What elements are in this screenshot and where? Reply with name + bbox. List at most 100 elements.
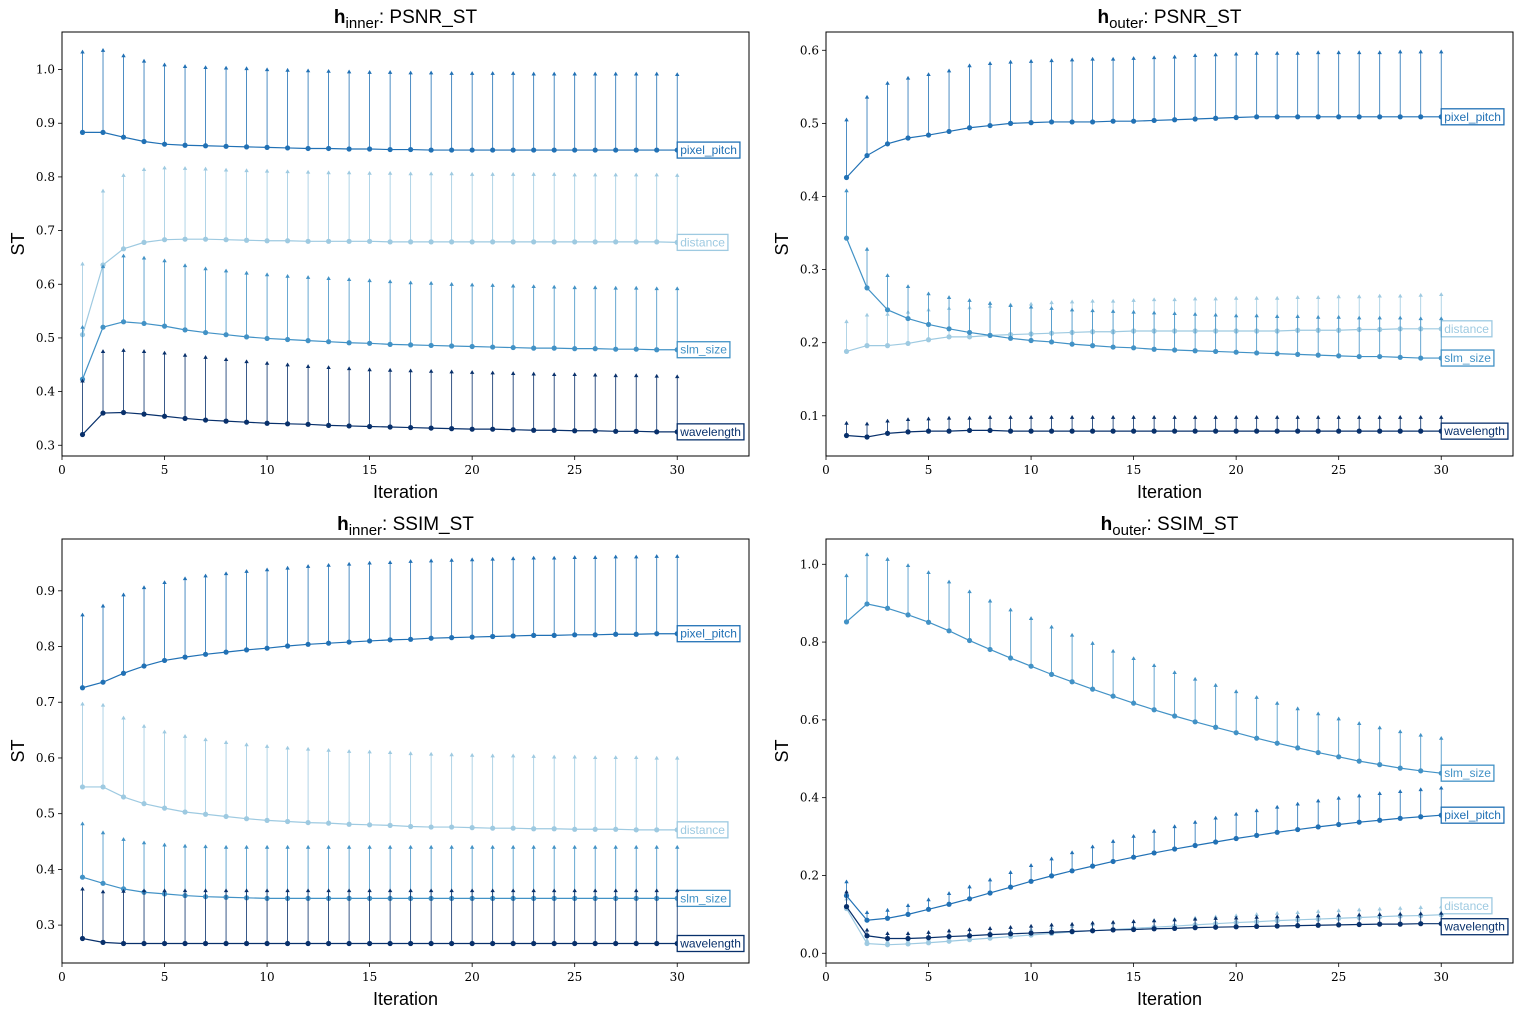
error-cap-marker [428, 844, 434, 849]
error-cap-marker [428, 888, 434, 893]
panel-title: hinner: PSNR_ST [334, 7, 478, 32]
error-cap-marker [469, 888, 475, 893]
x-tick-label: 25 [1331, 970, 1346, 984]
end-label-box [1440, 108, 1505, 126]
data-point [305, 819, 311, 826]
error-cap-marker [162, 580, 167, 585]
error-cap-marker [1151, 663, 1157, 668]
error-cap-marker [1233, 915, 1239, 920]
error-cap-marker [244, 569, 249, 573]
data-point [1377, 114, 1383, 120]
data-point [1274, 829, 1280, 835]
data-point [1007, 335, 1014, 341]
error-cap-marker [675, 844, 680, 849]
y-tick-label: 0.4 [800, 791, 819, 805]
error-cap-marker [844, 319, 849, 324]
data-point [1089, 428, 1096, 434]
data-point [120, 886, 127, 892]
error-cap-marker [926, 570, 931, 575]
error-cap-marker [346, 749, 352, 753]
error-cap-marker [510, 172, 516, 176]
data-point [510, 344, 516, 351]
data-point [1233, 835, 1239, 842]
error-cap-marker [1254, 51, 1259, 55]
error-cap-marker [1356, 294, 1362, 299]
error-cap-marker [1110, 415, 1116, 419]
data-point [428, 239, 434, 245]
data-point [120, 246, 127, 252]
error-cap-marker [1069, 921, 1075, 926]
error-cap-marker [634, 373, 639, 378]
data-point [633, 346, 639, 352]
error-cap-marker [490, 844, 495, 849]
y-tick-label: 0.4 [800, 189, 819, 203]
data-point [946, 938, 952, 944]
data-point [1295, 114, 1301, 120]
error-cap-marker [1439, 911, 1444, 915]
plot-frame [61, 31, 750, 457]
error-cap-marker [551, 372, 557, 377]
data-point [1110, 693, 1116, 699]
data-point [531, 239, 537, 245]
data-point [1274, 740, 1280, 746]
error-cap-marker [80, 49, 85, 54]
data-point [987, 890, 993, 896]
data-point [243, 334, 250, 340]
x-axis-label: Iteration [373, 989, 438, 1009]
error-cap-marker [264, 272, 270, 277]
error-cap-marker [449, 752, 454, 757]
data-point [202, 143, 209, 149]
data-point [1192, 348, 1198, 354]
series-distance: distance [79, 165, 729, 338]
error-cap-marker [551, 888, 557, 893]
data-point [843, 432, 850, 439]
data-point [284, 336, 291, 343]
error-cap-marker [326, 68, 331, 73]
error-cap-marker [203, 737, 208, 742]
error-cap-marker [1069, 57, 1075, 62]
error-cap-marker [80, 612, 85, 617]
end-label-text: wavelength [1443, 424, 1505, 438]
data-point [141, 940, 147, 947]
error-cap-marker [121, 592, 126, 597]
data-point [1315, 749, 1321, 756]
error-cap-marker [1172, 54, 1177, 59]
y-tick-label: 0.2 [800, 868, 819, 882]
error-cap-marker [1274, 911, 1280, 915]
error-cap-marker [1377, 912, 1382, 916]
data-point [1007, 655, 1014, 661]
error-cap-marker [1008, 607, 1013, 612]
data-point [1151, 117, 1157, 124]
error-cap-marker [1131, 298, 1136, 302]
end-label-box [1440, 422, 1509, 440]
data-point [1172, 846, 1178, 852]
data-point [1089, 119, 1096, 125]
data-point [1213, 724, 1219, 730]
title-bold: h [337, 514, 349, 535]
error-cap-marker [1254, 912, 1259, 916]
data-point [161, 323, 168, 329]
error-cap-marker [305, 68, 311, 73]
end-label-wavelength: wavelength [676, 934, 745, 953]
data-point [925, 321, 932, 328]
end-label-text: pixel_pitch [680, 627, 737, 641]
error-cap-marker [1336, 716, 1341, 721]
data-point [925, 132, 932, 138]
error-cap-marker [1315, 909, 1321, 913]
error-cap-marker [1254, 808, 1259, 813]
series-slm_size: slm_size [79, 821, 731, 908]
error-cap-marker [1336, 795, 1341, 800]
plot-frame [825, 31, 1514, 457]
data-point [654, 429, 660, 435]
chart-panel-3: hinner: SSIM_ST Iteration ST 0 5 10 15 20 25 30 0.… [8, 514, 750, 1009]
error-cap-marker [490, 888, 495, 893]
error-cap-marker [531, 71, 536, 76]
data-point [264, 817, 270, 823]
data-point [490, 940, 496, 947]
title-subscript: inner [349, 522, 382, 539]
error-cap-marker [1110, 648, 1116, 653]
data-point [346, 639, 352, 645]
data-point [243, 816, 250, 822]
error-cap-marker [490, 370, 495, 375]
data-point [1028, 878, 1034, 884]
